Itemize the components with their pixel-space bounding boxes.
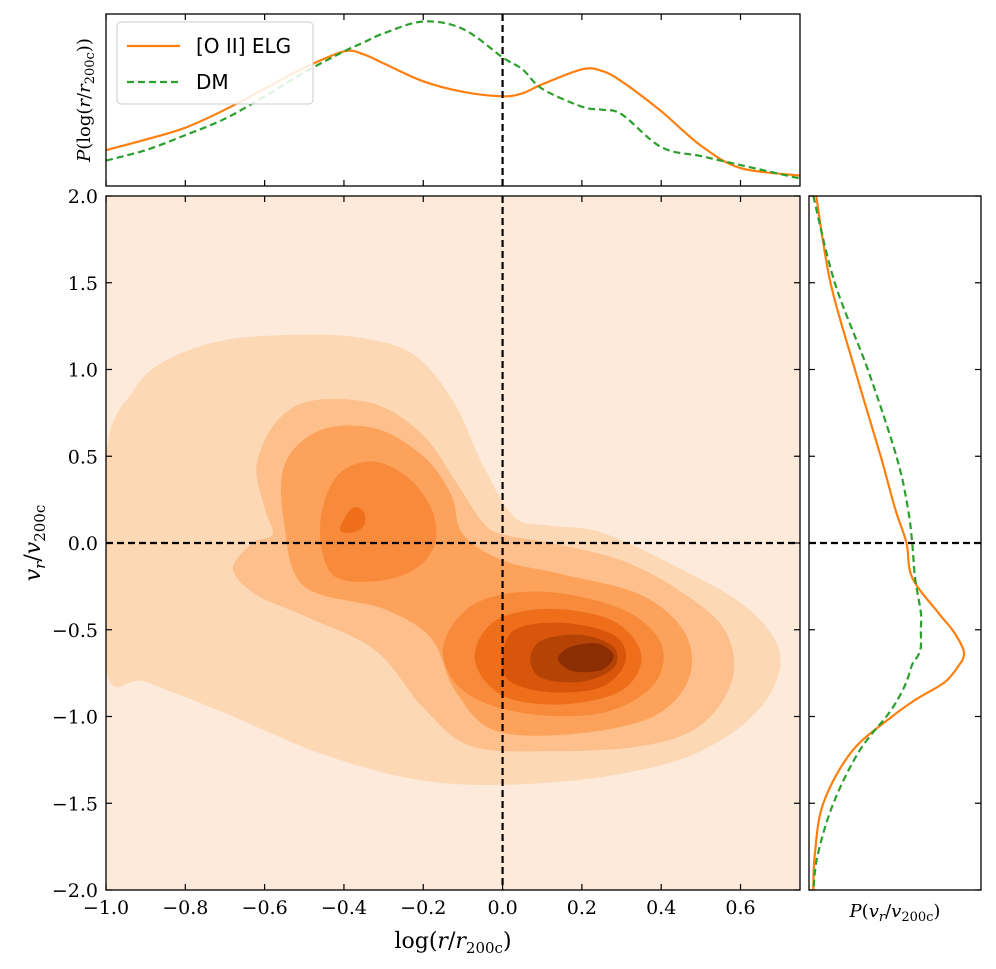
- main-reference-lines: [106, 196, 800, 890]
- main-y-tick-label: 0.0: [68, 533, 98, 555]
- main-y-tick-label: 2.0: [68, 186, 98, 208]
- top-series-dm: [106, 20, 800, 180]
- right-series-elg: [812, 196, 966, 890]
- contour-level-4: [320, 461, 437, 582]
- top-x-ticks: [105, 14, 742, 186]
- legend-label-0: [O II] ELG: [196, 34, 291, 58]
- main-x-tick-label: −0.4: [321, 897, 367, 919]
- right-axes-frame: [808, 195, 982, 891]
- main-x-ticks: −1.0 −0.8 −0.6 −0.4 −0.2 0.0 0.2 0.4 0.6: [83, 196, 756, 919]
- legend-box: [116, 21, 314, 105]
- main-x-tick-label: 0.2: [567, 897, 597, 919]
- main-x-tick-label: −1.0: [83, 897, 129, 919]
- main-y-tick-label: −0.5: [52, 620, 98, 642]
- main-x-tick-label: 0.4: [646, 897, 676, 919]
- right-series-dm: [812, 196, 923, 890]
- main-x-tick-label: 0.0: [487, 897, 517, 919]
- right-series: [809, 196, 981, 890]
- right-panel: [808, 195, 982, 891]
- main-x-tick-label: −0.6: [242, 897, 288, 919]
- top-panel: [O II] ELG DM: [105, 13, 801, 187]
- main-panel: −1.0 −0.8 −0.6 −0.4 −0.2 0.0 0.2 0.4 0.6 −2.0−1.…: [52, 186, 981, 919]
- main-x-axis-label: log(r/r200c): [394, 929, 511, 957]
- main-x-tick-label: −0.2: [400, 897, 446, 919]
- top-axes-frame: [105, 13, 801, 187]
- main-y-tick-label: −1.5: [52, 793, 98, 815]
- legend: [O II] ELG DM: [116, 21, 314, 105]
- main-y-axis-label: vr/v200c: [21, 505, 49, 582]
- main-y-tick-label: −1.0: [52, 707, 98, 729]
- main-y-tick-label: 1.0: [68, 360, 98, 382]
- contour-level-8: [558, 643, 614, 673]
- main-x-tick-label: −0.8: [162, 897, 208, 919]
- main-y-tick-label: 1.5: [68, 273, 98, 295]
- main-x-tick-label: 0.6: [725, 897, 755, 919]
- main-y-tick-label: 0.5: [68, 446, 98, 468]
- legend-label-1: DM: [196, 70, 229, 94]
- top-y-axis-label: P(log(r/r200c)): [74, 38, 98, 163]
- contour-layer: [106, 196, 800, 890]
- main-y-tick-label: −2.0: [52, 880, 98, 902]
- contour-level-5: [340, 507, 366, 533]
- right-x-axis-label: P(vr/v200c): [849, 901, 941, 925]
- main-y-ticks: −2.0 −1.5 −1.0 −0.5 0.0 0.5 1.0 1.5 2.0: [52, 186, 981, 902]
